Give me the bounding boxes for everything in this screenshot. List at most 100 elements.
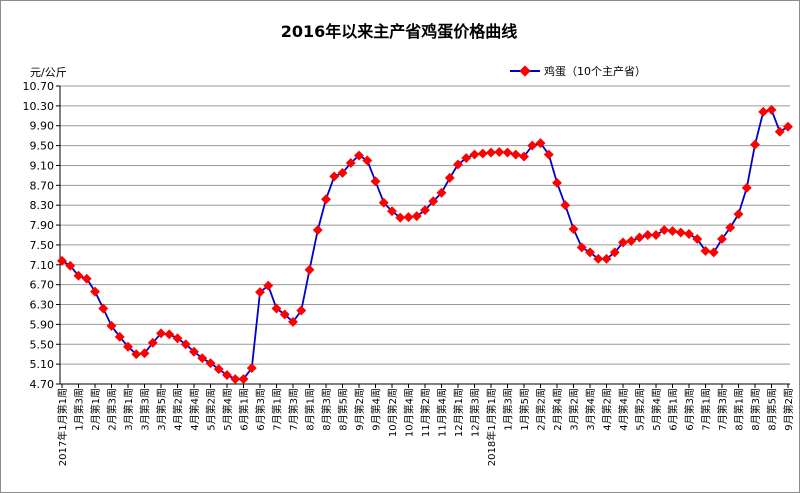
x-tick-label: 12月第1周 (452, 388, 465, 437)
data-point (552, 177, 562, 188)
data-point (601, 253, 612, 264)
data-point (428, 196, 439, 207)
x-tick-label: 5月第2周 (205, 388, 218, 431)
x-tick-label: 2017年1月第1周 (56, 388, 69, 466)
x-tick-label: 3月第2周 (568, 388, 581, 431)
data-point (139, 348, 150, 359)
data-point (469, 149, 480, 160)
x-tick-group: 2月第3周 (106, 388, 119, 431)
y-tick-label: 6.70 (30, 279, 55, 292)
data-point (774, 126, 785, 137)
x-tick-group: 5月第4周 (221, 388, 234, 431)
x-tick-group: 4月第4周 (617, 388, 630, 431)
data-point (378, 197, 389, 208)
x-tick-group: 12月第3周 (469, 388, 482, 437)
data-point (263, 280, 274, 291)
data-point (403, 212, 414, 223)
y-tick-label: 7.10 (30, 259, 55, 272)
data-point (626, 236, 637, 246)
data-point (576, 242, 587, 253)
data-point (321, 194, 331, 205)
chart-title: 2016年以来主产省鸡蛋价格曲线 (280, 22, 518, 41)
x-tick-label: 12月第3周 (469, 388, 482, 437)
data-point (81, 273, 92, 284)
x-tick-label: 7月第3周 (716, 388, 729, 431)
x-tick-label: 2018年1月第1周 (485, 388, 498, 466)
x-tick-label: 8月第1周 (304, 388, 317, 431)
data-point (57, 255, 67, 266)
data-point (156, 328, 166, 339)
x-tick-group: 6月第3周 (254, 388, 267, 431)
x-tick-group: 4月第2周 (172, 388, 185, 431)
x-tick-label: 8月第5周 (337, 388, 350, 431)
x-tick-label: 4月第2周 (172, 388, 185, 431)
data-point (197, 353, 208, 364)
x-tick-group: 1月第3周 (73, 388, 86, 431)
data-point (279, 309, 290, 320)
data-point (288, 316, 298, 327)
legend-marker (519, 65, 531, 77)
x-tick-group: 8月第3周 (320, 388, 333, 431)
data-point (494, 147, 505, 158)
y-tick-label: 8.30 (30, 199, 55, 212)
data-point (692, 234, 703, 244)
y-tick-label: 10.30 (23, 100, 55, 113)
data-point (618, 237, 628, 248)
data-point (230, 374, 241, 384)
x-tick-group: 3月第2周 (568, 388, 581, 431)
data-point (420, 205, 430, 216)
y-tick-label: 5.90 (30, 318, 55, 331)
data-point (395, 212, 406, 223)
data-point (329, 171, 340, 182)
data-point (337, 167, 348, 178)
x-tick-group: 4月第2周 (601, 388, 614, 431)
data-point (90, 286, 100, 297)
data-point (593, 253, 604, 264)
data-point (543, 149, 554, 160)
x-tick-group: 9月第4周 (370, 388, 383, 431)
data-point (453, 159, 463, 170)
data-point (700, 245, 711, 256)
plot-area (57, 104, 793, 384)
y-tick-label: 8.70 (30, 179, 55, 192)
data-point (387, 206, 397, 217)
data-point (519, 151, 529, 162)
x-tick-label: 10月第2周 (386, 388, 399, 437)
data-point (527, 140, 538, 151)
x-tick-group: 2017年1月第1周 (56, 388, 69, 466)
y-tick-label: 4.70 (30, 378, 55, 391)
data-point (725, 222, 736, 233)
data-point (783, 121, 793, 132)
data-point (667, 226, 678, 236)
x-tick-label: 7月第1周 (271, 388, 284, 431)
x-tick-label: 2月第2周 (535, 388, 548, 431)
x-tick-label: 7月第1周 (700, 388, 713, 431)
data-point (362, 155, 373, 166)
data-point (560, 200, 571, 211)
x-tick-label: 9月第4周 (370, 388, 383, 431)
y-tick-labels: 4.70 5.10 5.50 5.90 6.30 6.70 7.10 7.50 7.90 8.30… (23, 80, 55, 391)
y-tick-label: 10.70 (23, 80, 55, 93)
data-point (411, 211, 422, 222)
data-point (758, 106, 769, 117)
x-tick-group: 4月第4周 (188, 388, 201, 431)
x-tick-label: 8月第5周 (766, 388, 779, 431)
x-tick-group: 6月第3周 (683, 388, 696, 431)
data-point (659, 225, 670, 235)
x-tick-group: 6月第1周 (667, 388, 680, 431)
data-point (461, 153, 472, 163)
x-tick-label: 5月第2周 (634, 388, 647, 431)
data-point (147, 337, 158, 348)
x-tick-label: 6月第3周 (254, 388, 267, 431)
data-point (717, 234, 727, 244)
data-point (510, 149, 521, 160)
data-point (172, 333, 183, 344)
data-point (642, 230, 653, 240)
x-tick-label: 11月第4周 (436, 388, 449, 437)
data-point (444, 172, 455, 183)
data-point (370, 176, 381, 187)
series-line (61, 108, 789, 380)
x-tick-group: 5月第2周 (634, 388, 647, 431)
x-tick-group: 1月第3周 (502, 388, 515, 431)
